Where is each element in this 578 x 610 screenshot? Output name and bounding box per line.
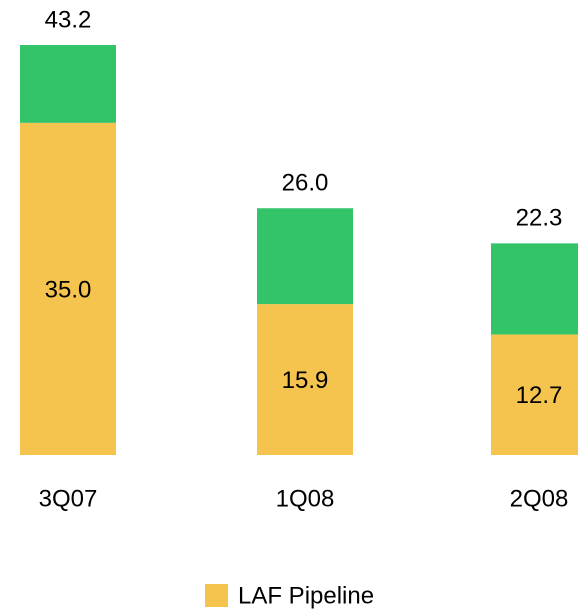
segment-label: 15.9 — [282, 367, 329, 394]
bar-segment — [257, 304, 353, 455]
x-tick-label: 1Q08 — [276, 485, 335, 512]
segment-label: 35.0 — [45, 276, 92, 303]
legend-swatch — [205, 584, 228, 607]
total-label: 22.3 — [516, 205, 563, 232]
total-label: 26.0 — [282, 170, 329, 197]
bar-segment — [20, 122, 116, 456]
segment-label: 12.7 — [516, 382, 563, 409]
total-label: 43.2 — [45, 6, 92, 33]
x-tick-label: 3Q07 — [39, 485, 98, 512]
bar-segment — [491, 243, 578, 335]
x-tick-label: 2Q08 — [510, 485, 569, 512]
bar-segment — [257, 208, 353, 305]
bar-segment — [491, 334, 578, 455]
bar-segment — [20, 45, 116, 123]
legend-label: LAF Pipeline — [238, 582, 374, 609]
